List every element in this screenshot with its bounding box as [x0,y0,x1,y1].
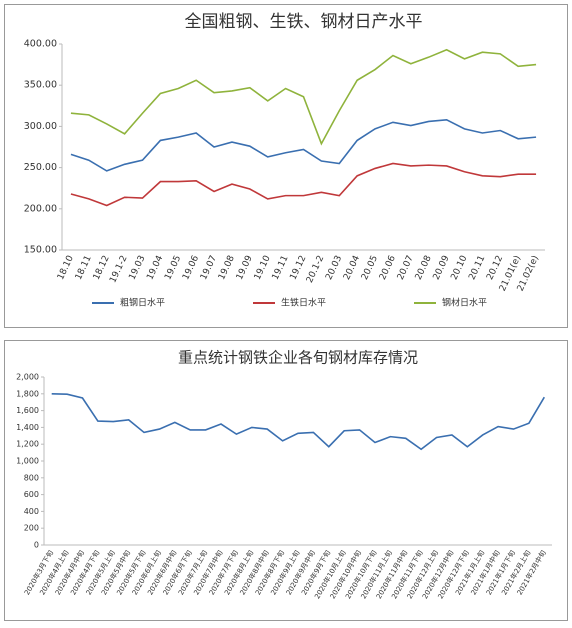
chart-frame [4,4,568,328]
y-tick-label: 1,000 [16,457,39,466]
y-tick-label: 1,600 [16,406,39,415]
legend-label: 粗钢日水平 [120,297,165,309]
y-tick-label: 150.00 [24,245,57,256]
chart-title: 全国粗钢、生铁、钢材日产水平 [185,12,423,32]
chart-title: 重点统计钢铁企业各旬钢材库存情况 [178,349,418,367]
y-tick-label: 800 [24,473,39,482]
y-tick-label: 400.00 [24,39,57,50]
y-tick-label: 0 [34,541,39,550]
y-tick-label: 2,000 [16,373,39,382]
chart-frame [4,340,568,621]
y-tick-label: 1,400 [16,423,39,432]
y-tick-label: 400 [24,507,39,516]
y-tick-label: 1,800 [16,389,39,398]
y-tick-label: 200 [24,524,39,533]
y-tick-label: 250.00 [24,162,57,173]
series-line [70,162,537,207]
series-line [70,118,537,172]
y-tick-label: 300.00 [24,121,57,132]
series-line [51,393,545,451]
legend-label: 生铁日水平 [281,297,326,309]
y-tick-label: 600 [24,490,39,499]
series-line [70,48,537,146]
y-tick-label: 1,200 [16,440,39,449]
y-tick-label: 200.00 [24,203,57,214]
legend-label: 钢材日水平 [442,297,487,309]
y-tick-label: 350.00 [24,80,57,91]
